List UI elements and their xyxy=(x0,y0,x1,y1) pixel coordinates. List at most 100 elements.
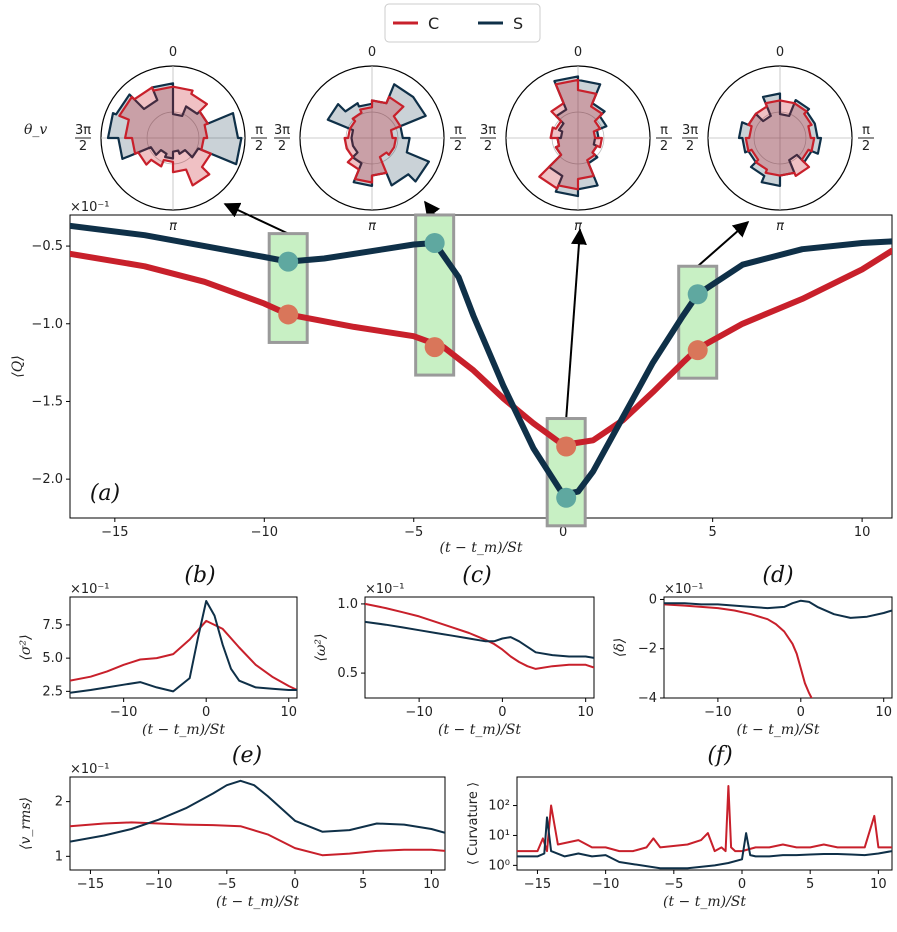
panel-label: (d) xyxy=(762,563,793,588)
polar-tick-bottom: π xyxy=(574,219,582,234)
marker-s xyxy=(687,284,708,305)
y-tick-label: 2 xyxy=(55,795,63,810)
series-line-c xyxy=(664,603,813,698)
polar-tick-numerator: π xyxy=(454,123,462,138)
y-tick-label: 10⁰ xyxy=(488,858,510,873)
series-line-s xyxy=(70,779,445,843)
y-tick-label: 0.5 xyxy=(337,666,358,681)
panel-f-frame xyxy=(516,776,893,871)
arrow xyxy=(223,202,289,235)
panel-label: (f) xyxy=(707,743,732,768)
polar-tick-top: 0 xyxy=(169,45,177,60)
x-tick-label: −10 xyxy=(592,877,619,892)
x-tick-label: −5 xyxy=(217,877,236,892)
x-tick-label: −10 xyxy=(110,705,137,720)
polar-tick-numerator: 3π xyxy=(480,123,496,138)
polar-tick-bottom: π xyxy=(169,219,177,234)
scale-label: ×10⁻¹ xyxy=(70,762,110,777)
x-tick-label: 10 xyxy=(280,705,297,720)
legend: C S xyxy=(384,3,541,43)
x-tick-label: 5 xyxy=(359,877,367,892)
y-tick-label: 1 xyxy=(55,849,63,864)
y-tick-label: −4 xyxy=(638,691,657,706)
polar-tick-numerator: 3π xyxy=(274,123,290,138)
x-axis-label: (t − t_m)/St xyxy=(663,894,746,910)
x-tick-label: −15 xyxy=(77,877,104,892)
series-line-s xyxy=(70,222,892,498)
arrow xyxy=(697,220,750,267)
x-tick-label: −10 xyxy=(145,877,172,892)
x-axis-label: (t − t_m)/St xyxy=(142,722,225,738)
y-tick-label: 10² xyxy=(488,799,510,814)
marker-s xyxy=(424,232,445,253)
y-tick-label: 5.0 xyxy=(42,651,63,666)
panel-d: −10 0 10 −4 −2 0 ×10⁻¹ (t − t_m)/St ⟨δ⟩ (d) xyxy=(612,563,893,738)
series-line-s xyxy=(365,620,594,659)
polar-tick-denominator: 2 xyxy=(484,139,492,154)
panels: −15 −10 −5 0 5 10−2.0−1.5−1.0−0.5×10⁻¹(t − t_… xyxy=(10,200,893,910)
series-line-c xyxy=(70,619,297,691)
x-tick-label: 10 xyxy=(875,705,892,720)
scale-label: ×10⁻¹ xyxy=(365,582,405,597)
x-tick-label: −15 xyxy=(101,525,128,540)
polar-tick-denominator: 2 xyxy=(862,139,870,154)
y-tick-label: 2.5 xyxy=(42,684,63,699)
series-line-s xyxy=(517,816,892,870)
x-tick-label: 10 xyxy=(854,525,871,540)
rose-c xyxy=(343,95,405,184)
rose-c xyxy=(744,99,816,177)
panel-f: −15 −10 −5 0 5 10 10⁰ 10¹ 10² (t − t_m)/St ⟨ Curva… xyxy=(466,743,893,910)
panel-c-frame xyxy=(364,596,595,699)
x-axis-label: (t − t_m)/St xyxy=(439,540,522,556)
scale-label: ×10⁻¹ xyxy=(70,582,110,597)
y-tick-label: −1.5 xyxy=(31,394,63,409)
polar-tick-numerator: π xyxy=(660,123,668,138)
marker-s xyxy=(278,251,299,272)
polar-tick-numerator: 3π xyxy=(682,123,698,138)
y-tick-label: −1.0 xyxy=(31,317,63,332)
polar-tick-denominator: 2 xyxy=(255,139,263,154)
x-tick-label: 5 xyxy=(709,525,717,540)
polar-tick-denominator: 2 xyxy=(660,139,668,154)
x-tick-label: 10 xyxy=(577,705,594,720)
arrow xyxy=(424,200,441,219)
polar-tick-numerator: π xyxy=(255,123,263,138)
polar-tick-top: 0 xyxy=(776,45,784,60)
y-tick-label: −2 xyxy=(638,642,657,657)
y-axis-label: ⟨σ²⟩ xyxy=(18,634,34,660)
panel-e-frame xyxy=(69,776,446,871)
panel-a: −15 −10 −5 0 5 10 −2.0 −1.5 −1.0 −0.5 ×10⁻¹ (t − t_… xyxy=(10,200,893,556)
x-axis-label: (t − t_m)/St xyxy=(216,894,299,910)
panel-label: (e) xyxy=(232,743,262,768)
x-tick-label: −5 xyxy=(664,877,683,892)
y-tick-label: 10¹ xyxy=(488,828,510,843)
y-tick-label: 0 xyxy=(649,592,657,607)
panel-e: −15 −10 −5 0 5 10 1 2 ×10⁻¹ (t − t_m)/St ⟨v_rms⟩ (e… xyxy=(18,743,446,910)
polar-tick-bottom: π xyxy=(776,219,784,234)
y-tick-label: 1.0 xyxy=(337,597,358,612)
x-tick-label: 0 xyxy=(498,705,506,720)
polar-row-label: θ_v xyxy=(24,122,47,138)
series-line-c xyxy=(70,821,445,857)
x-tick-label: 10 xyxy=(423,877,440,892)
series-line-c xyxy=(70,247,892,448)
polar-tick-numerator: π xyxy=(862,123,870,138)
x-tick-label: 5 xyxy=(806,877,814,892)
y-axis-label: ⟨ Curvature ⟩ xyxy=(466,782,481,865)
x-tick-label: 0 xyxy=(738,877,746,892)
series-line-s xyxy=(70,600,297,694)
x-tick-label: −10 xyxy=(405,705,432,720)
x-tick-label: −10 xyxy=(251,525,278,540)
y-axis-label: ⟨v_rms⟩ xyxy=(18,797,34,850)
polar-tick-denominator: 2 xyxy=(454,139,462,154)
scale-label: ×10⁻¹ xyxy=(70,200,110,215)
panel-b-frame xyxy=(69,596,298,699)
x-tick-label: 0 xyxy=(559,525,567,540)
polar-tick-top: 0 xyxy=(574,45,582,60)
x-tick-label: 0 xyxy=(291,877,299,892)
x-tick-label: −10 xyxy=(704,705,731,720)
panel-a-frame xyxy=(69,214,893,519)
polar-tick-denominator: 2 xyxy=(79,139,87,154)
